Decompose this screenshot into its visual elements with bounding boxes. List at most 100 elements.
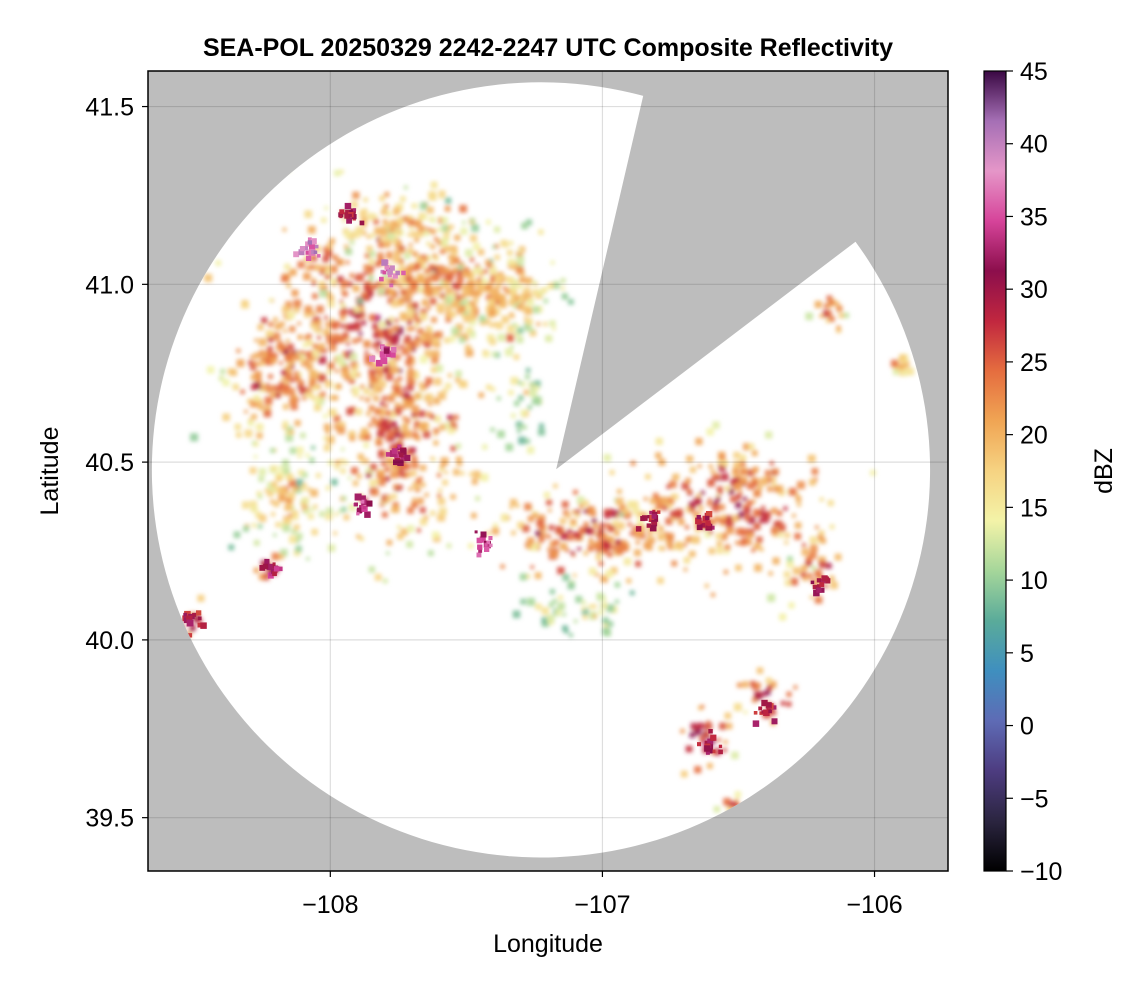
echo-pixel xyxy=(423,230,430,237)
echo-pixel xyxy=(433,255,439,261)
echo-pixel xyxy=(269,391,276,398)
echo-pixel xyxy=(733,451,740,459)
echo-pixel xyxy=(409,226,414,231)
echo-pixel xyxy=(440,457,449,466)
echo-pixel xyxy=(430,181,438,189)
echo-pixel xyxy=(391,270,397,276)
echo-pixel xyxy=(470,307,479,316)
core-pixel xyxy=(345,209,350,215)
echo-pixel xyxy=(334,169,341,177)
echo-pixel xyxy=(368,380,376,387)
echo-pixel xyxy=(368,258,375,265)
echo-pixel xyxy=(433,285,438,291)
core-pixel xyxy=(192,612,197,617)
echo-pixel xyxy=(695,437,703,445)
echo-pixel xyxy=(390,236,398,244)
echo-pixel xyxy=(489,323,494,328)
core-pixel xyxy=(184,610,191,618)
chart-title: SEA-POL 20250329 2242-2247 UTC Composite… xyxy=(203,34,893,62)
echo-pixel xyxy=(600,575,608,583)
echo-pixel xyxy=(270,499,275,504)
echo-region-northwest-north xyxy=(321,181,475,246)
echo-speckle xyxy=(180,164,915,814)
core-pixel xyxy=(480,531,487,538)
core-pixel xyxy=(387,273,392,278)
echo-pixel xyxy=(547,547,551,552)
echo-pixel xyxy=(828,299,835,306)
core-pixel xyxy=(359,220,365,226)
echo-pixel xyxy=(360,459,365,464)
echo-pixel xyxy=(771,482,777,488)
echo-pixel xyxy=(341,495,347,501)
core-pixel xyxy=(708,729,713,734)
echo-pixel xyxy=(346,407,354,416)
echo-pixel xyxy=(480,473,489,482)
echo-pixel xyxy=(386,253,392,260)
echo-pixel xyxy=(268,298,273,302)
echo-pixel xyxy=(776,510,783,517)
echo-pixel xyxy=(333,395,339,401)
echo-pixel xyxy=(405,418,411,424)
echo-pixel xyxy=(368,361,374,368)
echo-pixel xyxy=(587,545,594,552)
echo-pixel xyxy=(276,342,283,349)
echo-pixel xyxy=(252,440,259,447)
echo-pixel xyxy=(723,740,728,745)
echo-pixel xyxy=(293,524,300,531)
echo-pixel xyxy=(352,284,360,292)
echo-pixel xyxy=(710,592,716,597)
echo-pixel xyxy=(298,469,305,477)
echo-pixel xyxy=(728,488,735,495)
echo-pixel xyxy=(382,219,388,225)
echo-pixel xyxy=(403,392,410,399)
echo-pixel xyxy=(437,513,446,522)
echo-pixel xyxy=(522,525,530,533)
echo-pixel xyxy=(318,356,327,364)
echo-pixel xyxy=(901,360,910,369)
core-pixel xyxy=(390,352,396,358)
echo-pixel xyxy=(525,318,533,326)
echo-pixel xyxy=(306,339,313,346)
echo-pixel xyxy=(302,482,307,488)
echo-pixel xyxy=(299,350,305,356)
echo-pixel xyxy=(460,471,465,476)
echo-pixel xyxy=(358,332,363,336)
echo-pixel xyxy=(282,524,291,532)
core-pixel xyxy=(704,740,709,745)
echo-pixel xyxy=(555,609,562,616)
echo-pixel xyxy=(406,541,413,548)
echo-region-south-centre-fringe xyxy=(512,573,635,638)
echo-pixel xyxy=(431,270,436,275)
core-pixel xyxy=(488,536,493,541)
echo-pixel xyxy=(368,293,373,298)
echo-pixel xyxy=(715,532,722,540)
echo-pixel xyxy=(325,429,331,434)
echo-pixel xyxy=(469,332,476,339)
echo-pixel xyxy=(445,312,453,319)
echo-pixel xyxy=(389,411,396,419)
echo-pixel xyxy=(315,473,321,478)
echo-pixel xyxy=(277,465,283,471)
echo-pixel xyxy=(460,227,468,235)
echo-pixel xyxy=(620,543,628,552)
echo-pixel xyxy=(384,241,391,248)
echo-pixel xyxy=(587,528,595,535)
echo-pixel xyxy=(612,520,619,527)
echo-pixel xyxy=(507,325,515,333)
echo-pixel xyxy=(393,484,399,490)
echo-pixel xyxy=(250,399,258,408)
echo-pixel xyxy=(379,195,385,202)
echo-pixel xyxy=(334,369,339,373)
colorbar-tick-label: 5 xyxy=(1020,640,1034,668)
echo-pixel xyxy=(559,542,568,551)
echo-pixel xyxy=(395,326,404,335)
echo-pixel xyxy=(772,557,780,565)
echo-pixel xyxy=(514,323,520,329)
echo-pixel xyxy=(506,276,514,285)
echo-pixel xyxy=(233,531,241,539)
echo-pixel xyxy=(494,226,501,233)
echo-pixel xyxy=(620,512,624,517)
echo-pixel xyxy=(720,514,726,520)
echo-pixel xyxy=(295,352,300,357)
echo-pixel xyxy=(527,597,535,606)
